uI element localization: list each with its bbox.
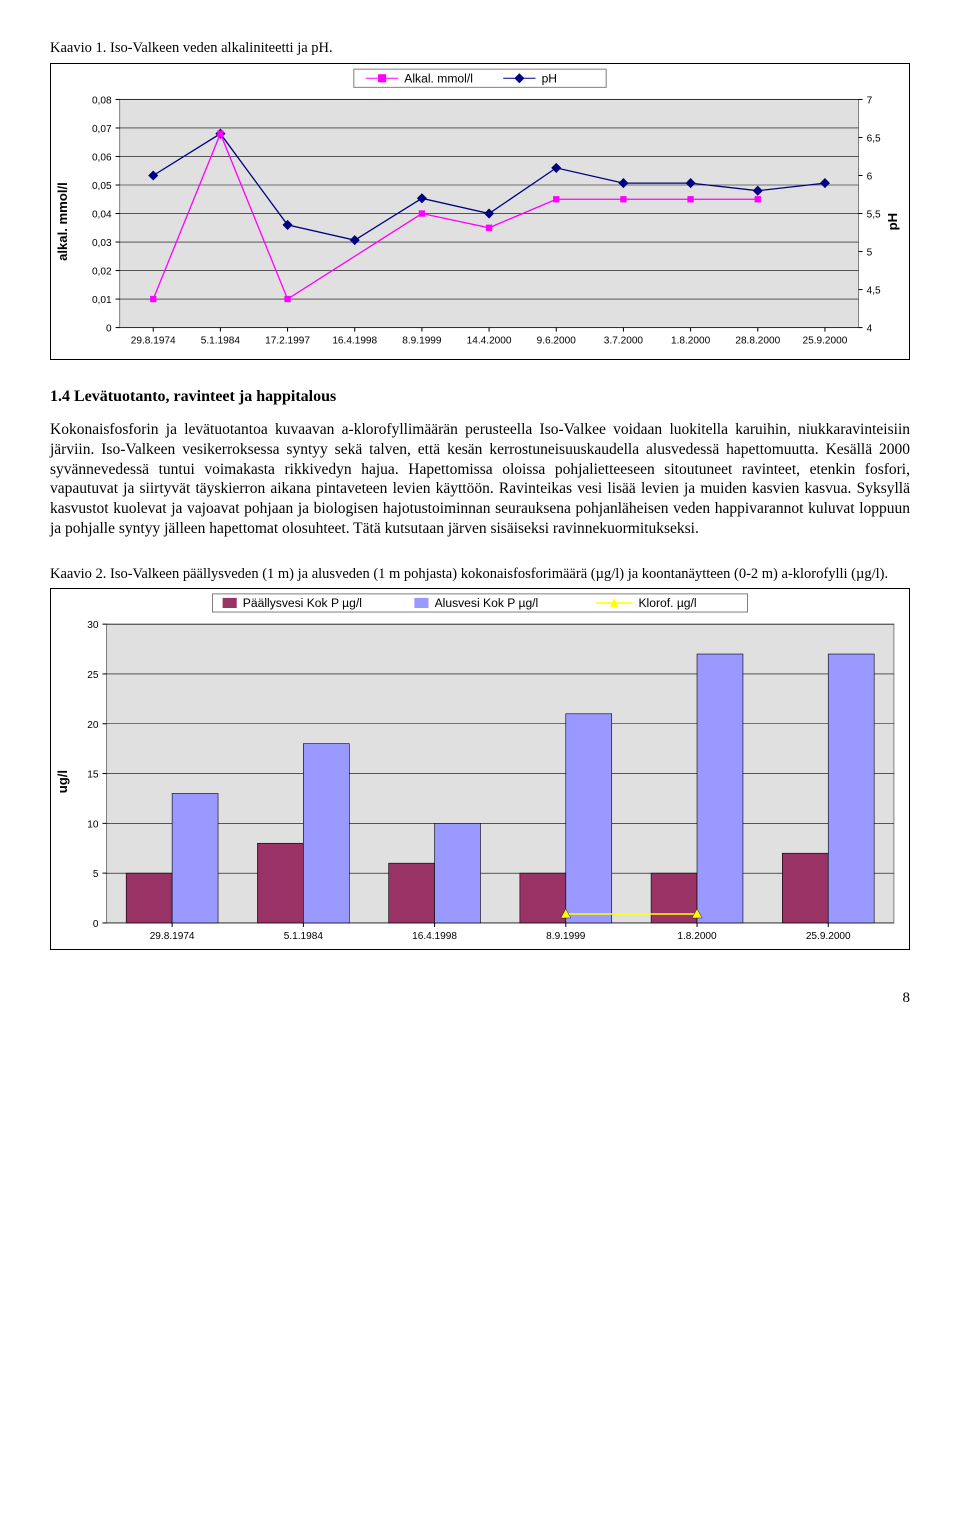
svg-text:29.8.1974: 29.8.1974	[131, 336, 176, 347]
svg-text:5.1.1984: 5.1.1984	[284, 931, 324, 942]
chart1-yright-label: pH	[885, 213, 900, 230]
svg-text:0,05: 0,05	[92, 181, 112, 192]
svg-text:10: 10	[87, 819, 99, 830]
svg-text:25.9.2000: 25.9.2000	[806, 931, 851, 942]
svg-text:25: 25	[87, 670, 99, 681]
chart1-title: Kaavio 1. Iso-Valkeen veden alkaliniteet…	[50, 40, 910, 57]
svg-text:5: 5	[867, 248, 873, 259]
chart2-svg: Päällysvesi Kok P µg/l Alusvesi Kok P µg…	[51, 589, 909, 949]
svg-text:16.4.1998: 16.4.1998	[332, 336, 377, 347]
svg-text:0,07: 0,07	[92, 124, 112, 135]
svg-text:5.1.1984: 5.1.1984	[201, 336, 241, 347]
chart2-legend-1: Päällysvesi Kok P µg/l	[243, 596, 362, 610]
section-heading: 1.4 Levätuotanto, ravinteet ja happitalo…	[50, 388, 910, 406]
chart2-legend-2: Alusvesi Kok P µg/l	[435, 596, 539, 610]
svg-text:0,04: 0,04	[92, 210, 112, 221]
chart2-plot-area: 0 5 10 15 20 25 30 29.8.1974 5.1.1984 16.4.1998 8.…	[87, 620, 894, 942]
svg-text:0: 0	[93, 919, 99, 930]
svg-text:6,5: 6,5	[867, 134, 881, 145]
page-number: 8	[50, 990, 910, 1007]
svg-text:9.6.2000: 9.6.2000	[537, 336, 577, 347]
svg-text:25.9.2000: 25.9.2000	[803, 336, 848, 347]
chart2-y-label: ug/l	[55, 770, 70, 793]
chart2-frame: Päällysvesi Kok P µg/l Alusvesi Kok P µg…	[50, 588, 910, 950]
svg-text:3.7.2000: 3.7.2000	[604, 336, 644, 347]
svg-text:0,08: 0,08	[92, 95, 112, 106]
svg-text:0: 0	[106, 324, 112, 335]
svg-text:0,06: 0,06	[92, 153, 112, 164]
svg-text:6: 6	[867, 172, 873, 183]
svg-text:28.8.2000: 28.8.2000	[735, 336, 780, 347]
svg-text:1.8.2000: 1.8.2000	[671, 336, 711, 347]
svg-text:1.8.2000: 1.8.2000	[677, 931, 717, 942]
svg-text:4,5: 4,5	[867, 286, 881, 297]
svg-text:16.4.1998: 16.4.1998	[412, 931, 457, 942]
chart1-legend-ph: pH	[542, 71, 557, 85]
svg-text:8.9.1999: 8.9.1999	[402, 336, 442, 347]
chart1-legend-alkal: Alkal. mmol/l	[404, 71, 473, 85]
svg-text:14.4.2000: 14.4.2000	[467, 336, 512, 347]
svg-text:0,03: 0,03	[92, 238, 112, 249]
svg-text:20: 20	[87, 720, 99, 731]
svg-text:0,01: 0,01	[92, 295, 112, 306]
svg-text:29.8.1974: 29.8.1974	[150, 931, 195, 942]
svg-text:7: 7	[867, 95, 873, 106]
svg-text:5,5: 5,5	[867, 210, 881, 221]
chart1-frame: Alkal. mmol/l pH 0 0,01 0,02 0,03 0,04 0,05 0,…	[50, 63, 910, 360]
svg-text:17.2.1997: 17.2.1997	[265, 336, 310, 347]
chart1-svg: Alkal. mmol/l pH 0 0,01 0,02 0,03 0,04 0,05 0,…	[51, 64, 909, 359]
svg-text:8.9.1999: 8.9.1999	[546, 931, 586, 942]
chart1-plot-area: 0 0,01 0,02 0,03 0,04 0,05 0,06 0,07 0,08 4 4,5 5 5,…	[92, 95, 881, 346]
chart2-title: Kaavio 2. Iso-Valkeen päällysveden (1 m)…	[50, 565, 910, 584]
svg-text:4: 4	[867, 324, 873, 335]
svg-text:5: 5	[93, 869, 99, 880]
svg-text:15: 15	[87, 769, 99, 780]
chart1-yleft-label: alkal. mmol/l	[55, 182, 70, 261]
svg-text:0,02: 0,02	[92, 267, 112, 278]
body-paragraph: Kokonaisfosforin ja levätuotantoa kuvaav…	[50, 420, 910, 539]
svg-text:30: 30	[87, 620, 99, 631]
chart2-legend-3: Klorof. µg/l	[638, 596, 696, 610]
